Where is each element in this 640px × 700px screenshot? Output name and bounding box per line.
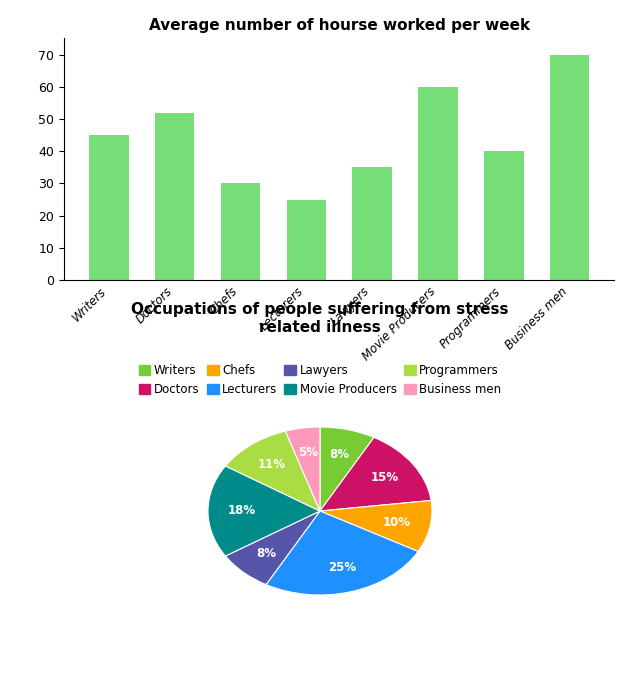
Wedge shape: [320, 438, 431, 511]
Text: 8%: 8%: [257, 547, 276, 561]
Legend: Writers, Doctors, Chefs, Lecturers, Lawyers, Movie Producers, Programmers, Busin: Writers, Doctors, Chefs, Lecturers, Lawy…: [134, 359, 506, 400]
Bar: [287, 199, 326, 280]
Wedge shape: [225, 511, 320, 584]
Text: 25%: 25%: [328, 561, 356, 574]
Wedge shape: [266, 511, 418, 595]
Wedge shape: [225, 431, 320, 511]
Wedge shape: [285, 427, 320, 511]
Wedge shape: [320, 500, 432, 552]
Text: 11%: 11%: [258, 458, 286, 471]
Bar: [155, 113, 195, 280]
Title: Average number of hourse worked per week: Average number of hourse worked per week: [148, 18, 530, 33]
Bar: [221, 183, 260, 280]
Bar: [353, 167, 392, 280]
Wedge shape: [320, 427, 374, 511]
Text: Hours worked and stress levels amongst professionals in eight groups: Hours worked and stress levels amongst p…: [56, 667, 584, 680]
Bar: [550, 55, 589, 280]
Bar: [89, 135, 129, 280]
Text: 5%: 5%: [298, 447, 317, 459]
Bar: [418, 87, 458, 280]
Text: Occupations of people suffering from stress
related illness: Occupations of people suffering from str…: [131, 302, 509, 335]
Text: 15%: 15%: [371, 471, 399, 484]
Bar: [484, 151, 524, 280]
Text: 18%: 18%: [228, 505, 255, 517]
Text: 10%: 10%: [383, 515, 411, 528]
Text: 8%: 8%: [330, 447, 349, 461]
Wedge shape: [208, 466, 320, 556]
